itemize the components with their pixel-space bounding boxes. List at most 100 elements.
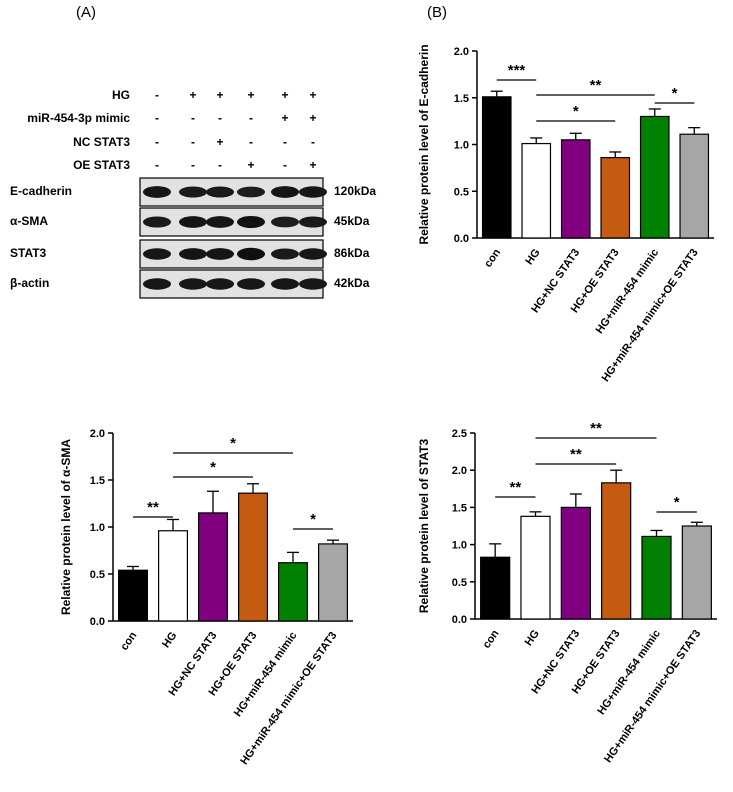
- treatment-sign: -: [283, 158, 287, 172]
- blot-band: [179, 186, 207, 198]
- category-label: HG: [160, 630, 179, 650]
- molecular-weight: 120kDa: [334, 184, 376, 198]
- treatment-label: NC STAT3: [73, 135, 130, 149]
- y-axis-title: Relative protein level of α-SMA: [59, 439, 73, 615]
- y-tick-label: 2.0: [452, 465, 467, 477]
- treatment-sign: -: [191, 158, 195, 172]
- treatment-sign: +: [309, 158, 316, 172]
- bar: [681, 525, 712, 620]
- category-label: HG: [523, 247, 542, 267]
- significance-label: *: [674, 494, 680, 511]
- chart-alpha-sma: 0.0 0.5 1.0 1.5 2.0 Relative protein level of…: [59, 428, 353, 767]
- molecular-weight: 45kDa: [334, 214, 370, 228]
- blot-band: [299, 278, 327, 290]
- band-label: α-SMA: [10, 214, 48, 228]
- bar: [521, 142, 552, 239]
- significance-label: *: [310, 511, 316, 528]
- bar: [318, 543, 349, 622]
- significance-label: **: [147, 499, 159, 516]
- band-label: β-actin: [10, 276, 49, 290]
- significance-label: *: [210, 459, 216, 476]
- y-tick-label: 1.5: [90, 475, 105, 487]
- y-tick-label: 0.5: [454, 186, 469, 198]
- significance-label: **: [590, 77, 602, 94]
- treatment-sign: -: [218, 111, 222, 125]
- significance-label: **: [590, 420, 602, 437]
- y-axis-title: Relative protein level of E-cadherin: [417, 44, 431, 244]
- bar: [601, 482, 632, 620]
- y-tick-label: 0.0: [452, 614, 467, 626]
- blot-band: [143, 278, 171, 290]
- treatment-sign: +: [216, 135, 223, 149]
- blot-band: [271, 186, 299, 198]
- treatment-sign: -: [249, 135, 253, 149]
- blot-band: [237, 186, 265, 198]
- y-tick-label: 0.5: [90, 569, 105, 581]
- bar: [520, 515, 551, 620]
- blot-band: [237, 247, 265, 261]
- blot-band: [206, 278, 234, 290]
- y-tick-label: 1.0: [452, 540, 467, 552]
- treatment-sign: +: [189, 88, 196, 102]
- bar: [679, 133, 710, 239]
- blot-band: [179, 278, 207, 290]
- blot-band: [206, 248, 234, 260]
- treatment-sign: -: [155, 135, 159, 149]
- blot-band: [179, 216, 207, 228]
- treatment-sign: -: [311, 135, 315, 149]
- blot-band: [271, 216, 299, 228]
- blot-band: [299, 248, 327, 260]
- treatment-label: OE STAT3: [73, 158, 130, 172]
- significance-label: *: [573, 103, 579, 120]
- y-tick-label: 1.5: [454, 93, 469, 105]
- bar: [278, 562, 309, 622]
- treatment-sign: -: [155, 88, 159, 102]
- treatment-sign: -: [191, 135, 195, 149]
- treatment-sign: -: [249, 111, 253, 125]
- bar: [198, 512, 229, 622]
- y-tick-label: 2.0: [454, 46, 469, 58]
- western-blot: HG - + + + + + miR-454-3p mimic - - - - + + NC STAT3 - -…: [10, 88, 376, 299]
- bar: [481, 96, 512, 239]
- treatment-sign: -: [283, 135, 287, 149]
- molecular-weight: 42kDa: [334, 276, 370, 290]
- treatment-sign: -: [191, 111, 195, 125]
- category-label: con: [118, 630, 139, 653]
- significance-label: **: [509, 479, 521, 496]
- molecular-weight: 86kDa: [334, 246, 370, 260]
- category-label: con: [482, 247, 503, 270]
- significance-label: **: [570, 446, 582, 463]
- blot-band: [179, 248, 207, 260]
- treatment-sign: +: [309, 111, 316, 125]
- treatment-label: HG: [112, 88, 130, 102]
- blot-band: [143, 248, 171, 260]
- bar: [158, 530, 189, 622]
- significance-label: *: [672, 85, 678, 102]
- treatment-sign: +: [247, 88, 254, 102]
- y-tick-label: 0.0: [90, 616, 105, 628]
- significance-label: *: [230, 435, 236, 452]
- bar: [600, 156, 631, 239]
- bar: [560, 139, 591, 239]
- blot-band: [237, 278, 265, 290]
- bar: [639, 115, 670, 239]
- blot-band: [143, 186, 171, 198]
- treatment-sign: +: [309, 88, 316, 102]
- blot-band: [237, 215, 265, 229]
- category-label: con: [481, 628, 502, 651]
- blot-band: [143, 216, 171, 228]
- treatment-sign: +: [247, 158, 254, 172]
- y-tick-label: 2.5: [452, 428, 467, 440]
- treatment-sign: +: [216, 88, 223, 102]
- panel-label-b: (B): [427, 4, 447, 21]
- blot-band: [271, 248, 299, 260]
- treatment-sign: +: [281, 111, 288, 125]
- band-label: STAT3: [10, 246, 47, 260]
- y-tick-label: 2.0: [90, 428, 105, 440]
- treatment-sign: -: [218, 158, 222, 172]
- bar: [560, 506, 591, 620]
- y-tick-label: 0.5: [452, 577, 467, 589]
- significance-label: ***: [508, 62, 526, 79]
- bar: [641, 535, 672, 620]
